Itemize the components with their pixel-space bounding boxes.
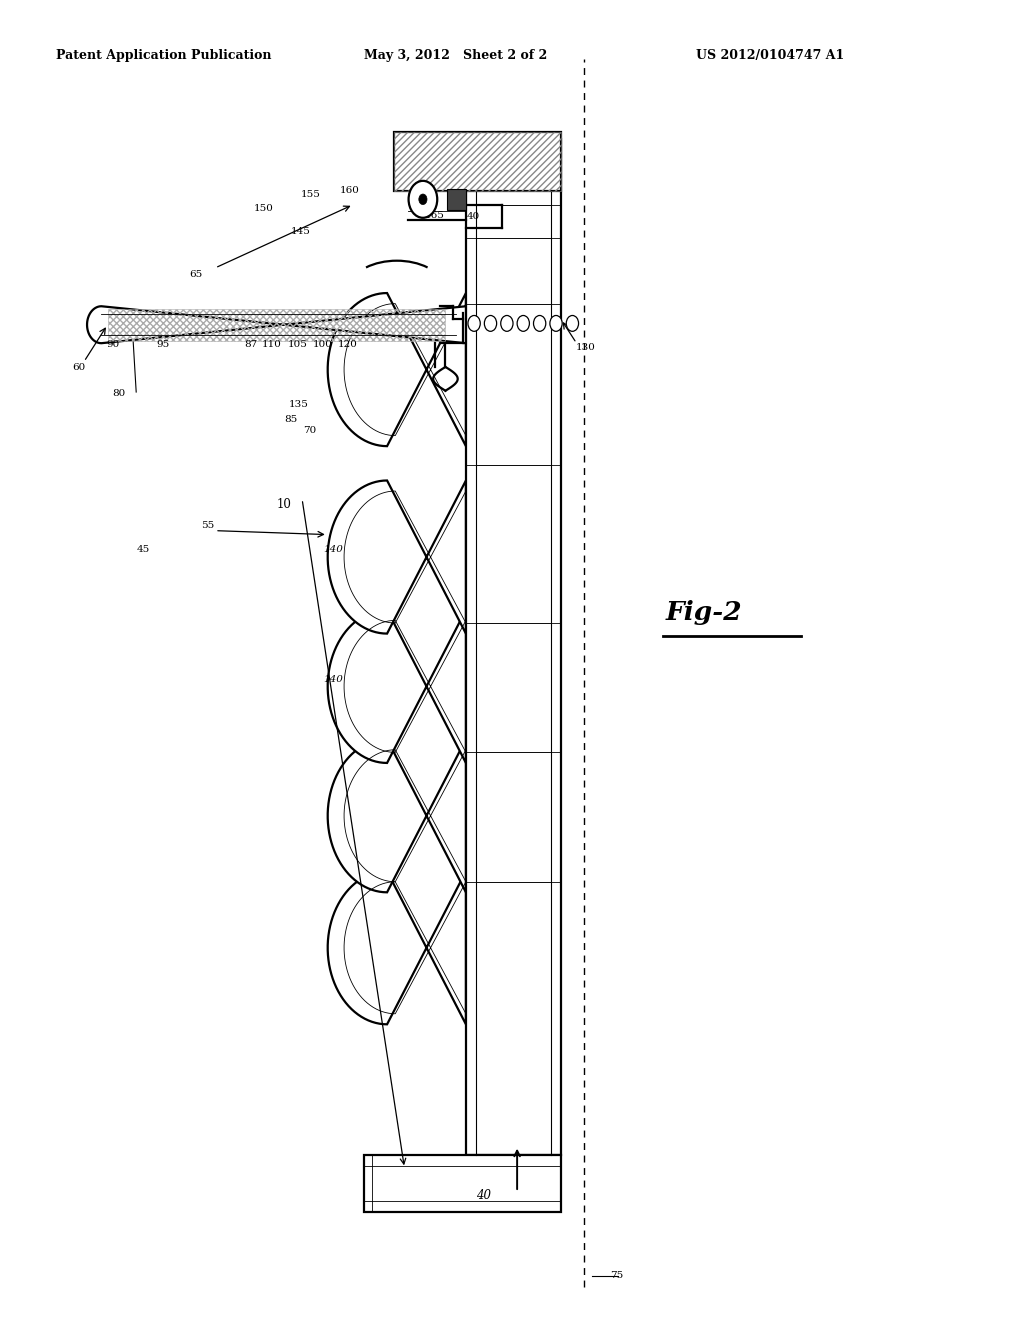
Text: 10: 10 xyxy=(276,498,292,511)
Text: 140: 140 xyxy=(324,545,343,554)
Ellipse shape xyxy=(534,315,546,331)
Ellipse shape xyxy=(501,315,513,331)
Text: May 3, 2012   Sheet 2 of 2: May 3, 2012 Sheet 2 of 2 xyxy=(364,49,547,62)
Text: 155: 155 xyxy=(301,190,321,199)
Ellipse shape xyxy=(468,315,480,331)
Text: 135: 135 xyxy=(289,400,308,409)
Polygon shape xyxy=(364,1155,561,1212)
Text: Patent Application Publication: Patent Application Publication xyxy=(56,49,271,62)
Text: 120: 120 xyxy=(338,341,357,350)
Polygon shape xyxy=(328,610,466,763)
Text: 40: 40 xyxy=(467,213,480,222)
Text: 40: 40 xyxy=(476,1188,492,1201)
Text: 70: 70 xyxy=(303,426,316,436)
Text: 100: 100 xyxy=(312,341,332,350)
Circle shape xyxy=(419,194,427,205)
Text: 90: 90 xyxy=(106,341,120,350)
Polygon shape xyxy=(328,293,466,446)
Text: 65: 65 xyxy=(189,271,203,280)
Text: 95: 95 xyxy=(157,341,170,350)
Ellipse shape xyxy=(566,315,579,331)
Text: 55: 55 xyxy=(201,521,214,531)
Text: 87: 87 xyxy=(245,341,258,350)
Text: Fig-2: Fig-2 xyxy=(666,601,742,626)
Text: 145: 145 xyxy=(291,227,310,236)
Polygon shape xyxy=(328,739,466,892)
Text: 140: 140 xyxy=(324,676,343,685)
Polygon shape xyxy=(394,132,561,191)
Circle shape xyxy=(409,181,437,218)
Text: 110: 110 xyxy=(262,341,282,350)
Text: 75: 75 xyxy=(610,1271,624,1280)
Text: 165: 165 xyxy=(425,211,444,220)
Polygon shape xyxy=(466,139,561,1155)
Text: 80: 80 xyxy=(113,389,126,399)
Text: 40: 40 xyxy=(476,170,492,183)
Polygon shape xyxy=(87,306,466,343)
Ellipse shape xyxy=(517,315,529,331)
Text: 60: 60 xyxy=(73,363,86,372)
Text: 45: 45 xyxy=(136,545,150,554)
Text: 160: 160 xyxy=(340,186,359,195)
Polygon shape xyxy=(328,871,466,1024)
Polygon shape xyxy=(328,480,466,634)
Ellipse shape xyxy=(484,315,497,331)
Text: US 2012/0104747 A1: US 2012/0104747 A1 xyxy=(696,49,845,62)
Text: 105: 105 xyxy=(288,341,307,350)
Text: 130: 130 xyxy=(575,343,595,352)
Text: 50: 50 xyxy=(407,139,420,148)
Text: 85: 85 xyxy=(285,416,298,425)
Ellipse shape xyxy=(550,315,562,331)
Text: 150: 150 xyxy=(254,205,273,214)
Polygon shape xyxy=(447,189,466,210)
